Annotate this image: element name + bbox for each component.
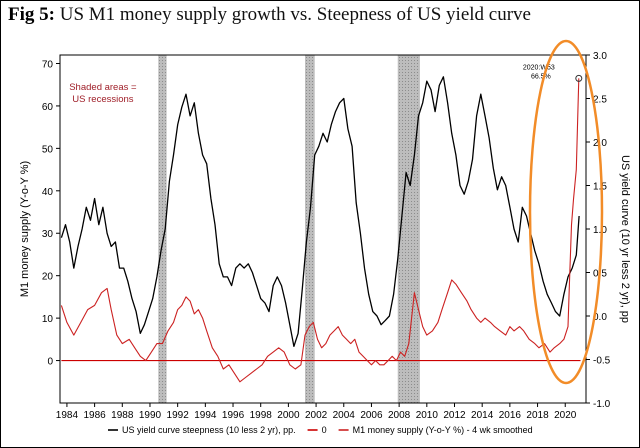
left-tick-label: 70 [42,59,54,70]
annotation-marker [575,74,583,82]
left-tick-label: 10 [42,314,54,325]
x-tick-label: 2020 [554,410,577,421]
recession-band [158,55,167,403]
right-tick-label: 0.0 [593,312,607,323]
x-tick-label: 2012 [443,410,466,421]
right-tick-label: -1.0 [593,399,611,410]
figure-title: Fig 5: US M1 money supply growth vs. Ste… [8,4,531,26]
series-line-2 [60,78,580,383]
y-axis-right-title: US yield curve (10 yr less 2 yr), pp [619,155,631,323]
x-tick-label: 1992 [167,410,190,421]
left-tick-label: 20 [42,272,54,283]
left-tick-label: 50 [42,144,54,155]
figure-label: Fig 5: [8,4,55,25]
recession-band [305,55,315,403]
x-tick-label: 2000 [277,410,300,421]
figure-title-text: US M1 money supply growth vs. Steepness … [59,4,531,25]
left-tick-label: 0 [47,357,53,368]
legend-label-1: 0 [322,425,327,435]
x-tick-label: 1986 [83,410,106,421]
highlight-ellipse [528,39,604,385]
x-tick-label: 2002 [305,410,328,421]
x-tick-label: 2016 [499,410,522,421]
right-tick-label: 1.0 [593,225,607,236]
x-tick-label: 1998 [250,410,273,421]
right-tick-label: -0.5 [593,356,611,367]
series-lines [60,76,581,383]
x-tick-label: 2004 [333,410,356,421]
x-tick-label: 2010 [416,410,439,421]
left-tick-label: 60 [42,102,54,113]
right-tick-label: 1.5 [593,182,607,193]
right-tick-label: 3.0 [593,51,607,62]
axes [56,54,590,407]
recession-note: Shaded areas = US recessions [69,82,137,105]
x-tick-label: 1988 [111,410,134,421]
recession-band [397,55,420,403]
left-tick-label: 30 [42,229,54,240]
legend-label-0: US yield curve steepness (10 less 2 yr),… [122,425,296,435]
x-tick-label: 1984 [56,410,79,421]
x-tick-label: 1990 [139,410,162,421]
x-tick-label: 2014 [471,410,494,421]
series-line-0 [60,76,580,348]
annotation-label: 2020:W53 [523,64,555,71]
recession-note-line2: US recessions [72,94,133,105]
x-tick-label: 1996 [222,410,245,421]
legend-label-2: M1 money supply (Y-o-Y %) - 4 wk smoothe… [353,425,533,435]
recession-bands [158,55,420,403]
x-tick-label: 2018 [526,410,549,421]
left-tick-label: 40 [42,187,54,198]
right-tick-label: 2.5 [593,95,607,106]
recession-note-line1: Shaded areas = [69,82,137,93]
x-tick-label: 1994 [194,410,217,421]
x-tick-label: 2008 [388,410,411,421]
x-tick-label: 2006 [360,410,383,421]
plot-border [59,54,587,404]
y-axis-left-title: M1 money supply (Y-o-Y %) [19,161,31,297]
annotation-value: 66.5% [531,73,551,80]
